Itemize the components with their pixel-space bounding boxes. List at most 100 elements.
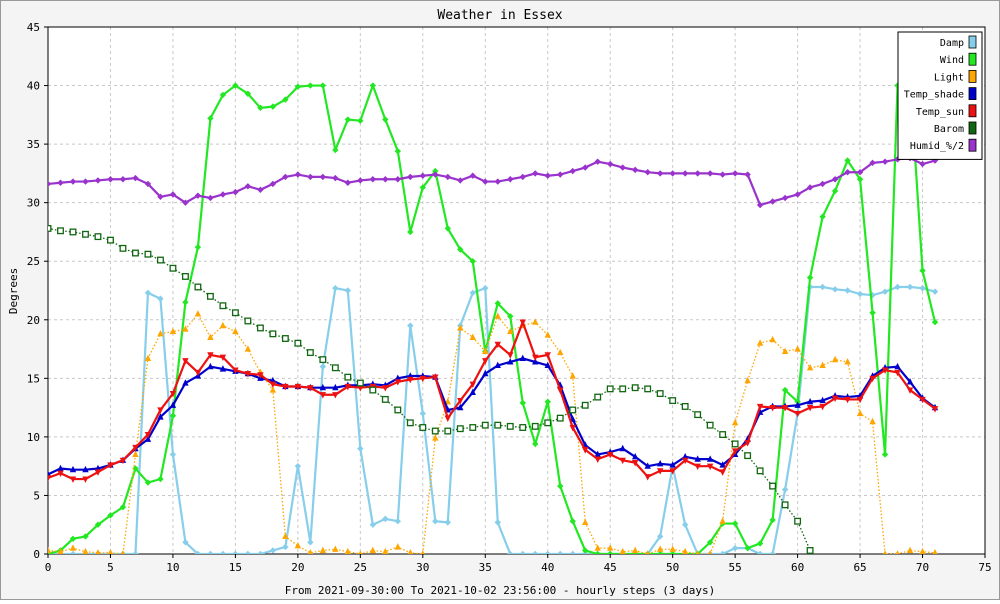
data-point-barom <box>731 440 739 448</box>
data-point-light <box>906 546 914 554</box>
data-point-humid-2 <box>919 160 926 168</box>
data-point-humid-2 <box>232 188 239 196</box>
data-point-temp-shade <box>182 379 189 386</box>
data-point-light <box>157 330 164 337</box>
data-point-humid-2 <box>881 158 889 165</box>
data-point-damp <box>219 550 227 554</box>
data-point-barom <box>231 309 239 317</box>
data-point-humid-2 <box>931 157 939 164</box>
data-point-wind <box>219 91 227 99</box>
data-point-humid-2 <box>532 170 539 177</box>
data-point-wind <box>919 267 926 274</box>
data-point-wind <box>357 117 364 124</box>
data-point-temp-shade <box>507 358 514 365</box>
data-point-humid-2 <box>831 176 839 183</box>
data-point-damp <box>881 288 889 295</box>
data-point-barom <box>569 406 577 414</box>
data-point-damp <box>232 550 239 554</box>
data-point-damp <box>469 289 476 297</box>
data-point-light <box>482 347 489 354</box>
data-point-barom <box>206 292 214 300</box>
y-tick-label: 5 <box>33 489 40 502</box>
data-point-damp <box>332 284 339 292</box>
data-point-light <box>95 549 101 554</box>
x-tick-label: 20 <box>291 561 304 574</box>
data-point-temp-sun <box>469 381 476 388</box>
legend-label-barom: Barom <box>934 124 964 135</box>
data-point-temp-sun <box>169 390 177 398</box>
data-point-temp-sun <box>569 424 576 432</box>
series-line-wind <box>48 78 937 554</box>
data-point-temp-sun <box>269 381 277 388</box>
data-point-light <box>494 312 501 319</box>
data-point-wind <box>432 167 439 175</box>
legend-box <box>897 31 983 160</box>
data-point-damp <box>432 518 439 525</box>
data-point-barom <box>832 598 838 599</box>
data-point-temp-shade <box>519 354 526 362</box>
data-point-barom <box>107 236 114 244</box>
data-point-light <box>844 358 851 365</box>
data-point-wind <box>94 521 102 528</box>
data-point-temp-shade <box>594 450 601 458</box>
data-point-wind <box>107 512 114 519</box>
data-point-temp-sun <box>644 474 651 481</box>
data-point-damp <box>769 550 776 554</box>
data-point-damp <box>532 550 539 554</box>
data-point-temp-shade <box>819 396 826 404</box>
data-point-damp <box>869 291 876 299</box>
data-point-temp-sun <box>444 415 451 422</box>
data-point-damp <box>207 550 214 554</box>
data-point-humid-2 <box>407 173 414 181</box>
x-tick-label: 10 <box>166 561 179 574</box>
data-point-humid-2 <box>507 176 514 183</box>
data-point-temp-shade <box>482 369 489 377</box>
data-point-humid-2 <box>157 193 164 201</box>
data-point-barom <box>294 339 302 347</box>
x-tick-label: 75 <box>978 561 991 574</box>
chart-title: Weather in Essex <box>437 8 562 23</box>
legend-swatch-light <box>968 70 977 83</box>
data-point-light <box>307 549 313 554</box>
data-point-light <box>269 386 277 393</box>
data-point-humid-2 <box>619 164 626 171</box>
data-point-light <box>169 327 177 335</box>
data-point-light <box>132 450 139 458</box>
data-point-barom <box>469 424 477 431</box>
data-point-wind <box>469 258 476 265</box>
x-tick-label: 25 <box>354 561 367 574</box>
data-point-barom <box>781 501 789 509</box>
data-point-damp <box>257 550 264 554</box>
data-point-temp-sun <box>532 354 539 362</box>
data-point-humid-2 <box>656 170 664 177</box>
data-point-temp-shade <box>894 362 901 370</box>
data-point-temp-shade <box>706 455 714 462</box>
data-point-temp-shade <box>157 413 164 420</box>
data-point-barom <box>669 397 677 405</box>
data-point-temp-sun <box>557 387 564 394</box>
data-point-light <box>121 550 125 554</box>
data-point-barom <box>431 427 439 435</box>
data-point-humid-2 <box>207 194 214 202</box>
data-point-humid-2 <box>432 171 439 178</box>
data-point-light <box>731 419 739 426</box>
data-point-damp <box>557 550 564 554</box>
data-point-damp <box>357 445 364 452</box>
legend-label-temp-sun: Temp_sun <box>916 107 964 118</box>
data-point-wind <box>507 313 514 320</box>
data-point-barom <box>806 547 814 554</box>
data-point-humid-2 <box>769 198 776 205</box>
data-point-humid-2 <box>94 177 102 184</box>
data-point-temp-sun <box>319 392 327 399</box>
data-point-wind <box>444 225 451 232</box>
data-point-wind <box>869 309 876 316</box>
legend-label-light: Light <box>934 72 964 83</box>
axes: 0 5 10 15 20 25 30 35 40 45 0 5 10 15 20 25 30 35 40 45 50 55… <box>27 21 992 574</box>
data-point-wind <box>394 147 402 155</box>
data-point-light <box>532 318 539 325</box>
data-point-temp-sun <box>831 395 839 403</box>
data-point-humid-2 <box>569 167 576 175</box>
data-point-barom <box>619 385 627 393</box>
data-point-temp-shade <box>69 465 77 473</box>
